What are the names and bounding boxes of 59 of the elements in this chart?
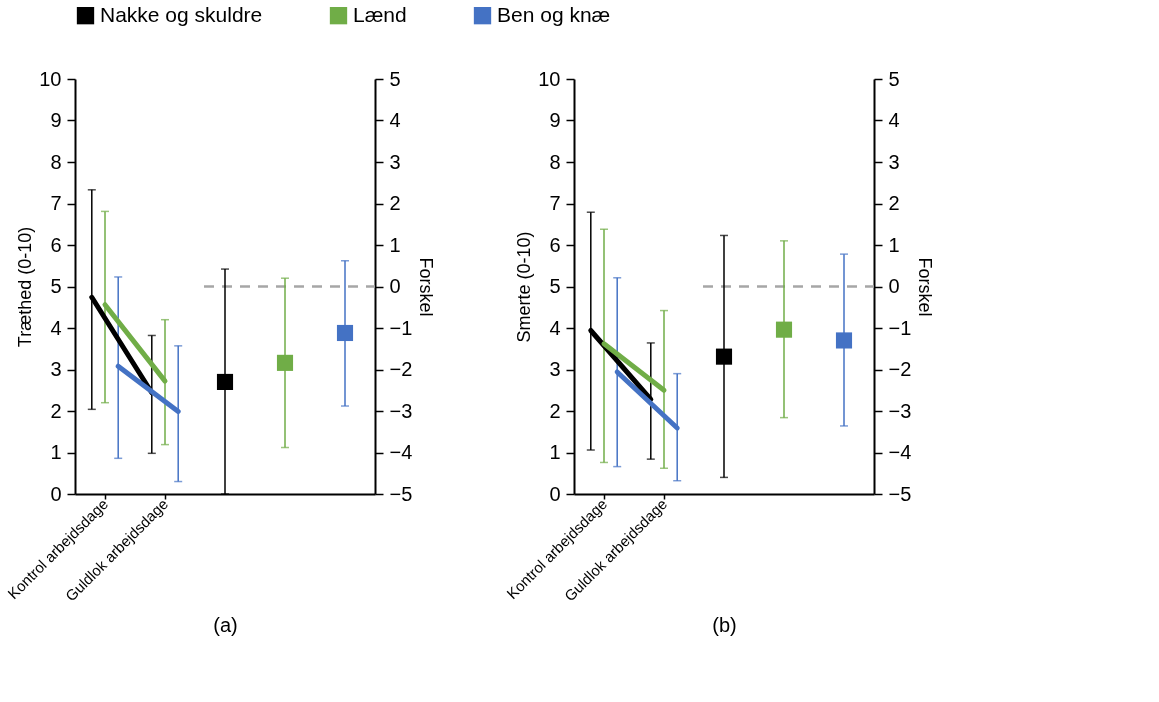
- y2-tick-label: 5: [888, 67, 900, 90]
- y-tick-label: 1: [50, 441, 62, 463]
- y2-tick-label: −5: [389, 482, 413, 505]
- point: [715, 348, 733, 365]
- y-tick-label: 2: [549, 399, 561, 422]
- y-tick-label: 6: [50, 233, 62, 256]
- y-tick-label: 2: [50, 399, 62, 422]
- y-tick-label: 0: [50, 482, 62, 505]
- y-tick-label: 6: [549, 233, 561, 256]
- y2-tick-label: 1: [389, 233, 401, 256]
- y2-tick-label: −4: [888, 441, 912, 463]
- y-tick-label: 4: [549, 316, 561, 339]
- y-tick-label: 9: [549, 109, 561, 131]
- y2-axis-title: Forskel: [416, 257, 437, 317]
- y2-tick-label: 3: [888, 150, 900, 173]
- y2-tick-label: 1: [888, 233, 900, 256]
- y2-tick-label: 2: [888, 192, 900, 214]
- y2-tick-label: 4: [888, 109, 900, 131]
- legend-label: Ben og knæ: [497, 2, 611, 26]
- point: [835, 332, 853, 349]
- y2-tick-label: 5: [389, 67, 401, 90]
- y-tick-label: 8: [50, 150, 62, 173]
- y-tick-label: 4: [50, 316, 62, 339]
- y2-tick-label: 0: [389, 275, 401, 297]
- y2-tick-label: 4: [389, 109, 401, 131]
- y2-tick-label: −3: [389, 399, 413, 422]
- legend-label: Nakke og skuldre: [100, 2, 263, 26]
- y2-tick-label: 2: [389, 192, 401, 214]
- y-tick-label: 7: [50, 192, 62, 214]
- y2-tick-label: −3: [888, 399, 912, 422]
- y2-tick-label: −2: [389, 358, 413, 380]
- y2-tick-label: −5: [888, 482, 912, 505]
- y-tick-label: 1: [549, 441, 561, 463]
- y-tick-label: 10: [39, 67, 62, 90]
- y-tick-label: 3: [50, 358, 62, 380]
- y-tick-label: 9: [50, 109, 62, 131]
- y-tick-label: 3: [549, 358, 561, 380]
- legend-label: Lænd: [353, 2, 407, 26]
- y-axis-title: Træthed (0-10): [15, 226, 36, 348]
- y2-tick-label: −4: [389, 441, 413, 463]
- y-tick-label: 7: [549, 192, 561, 214]
- y-tick-label: 0: [549, 482, 561, 505]
- point: [336, 324, 354, 342]
- x-axis-title: (b): [712, 614, 737, 637]
- y-tick-label: 10: [538, 67, 561, 90]
- y2-tick-label: 0: [888, 275, 900, 297]
- y-tick-label: 5: [50, 275, 62, 297]
- y2-tick-label: −1: [888, 316, 912, 339]
- y-axis-title: Smerte (0-10): [514, 231, 535, 343]
- y2-tick-label: −2: [888, 358, 912, 380]
- y-tick-label: 8: [549, 150, 561, 173]
- point: [276, 354, 294, 371]
- y2-tick-label: 3: [389, 150, 401, 173]
- y2-tick-label: −1: [389, 316, 413, 339]
- y-tick-label: 5: [549, 275, 561, 297]
- point: [775, 321, 793, 338]
- x-axis-title: (a): [213, 614, 238, 637]
- point: [216, 373, 234, 391]
- y2-axis-title: Forskel: [915, 257, 936, 317]
